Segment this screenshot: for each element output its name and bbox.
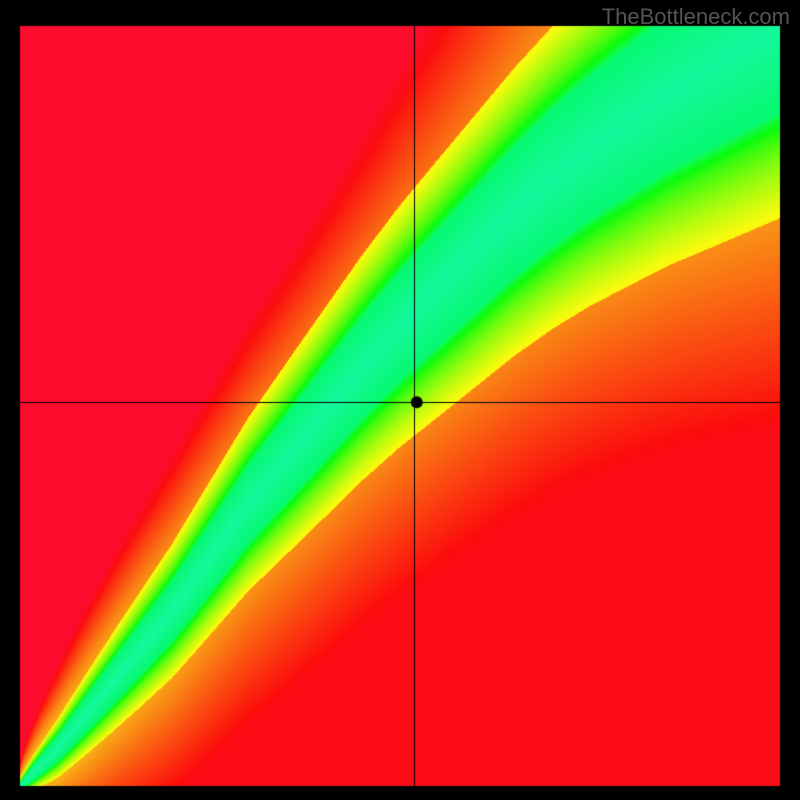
chart-container: TheBottleneck.com [0,0,800,800]
watermark-text: TheBottleneck.com [602,4,790,30]
heatmap-canvas [0,0,800,800]
